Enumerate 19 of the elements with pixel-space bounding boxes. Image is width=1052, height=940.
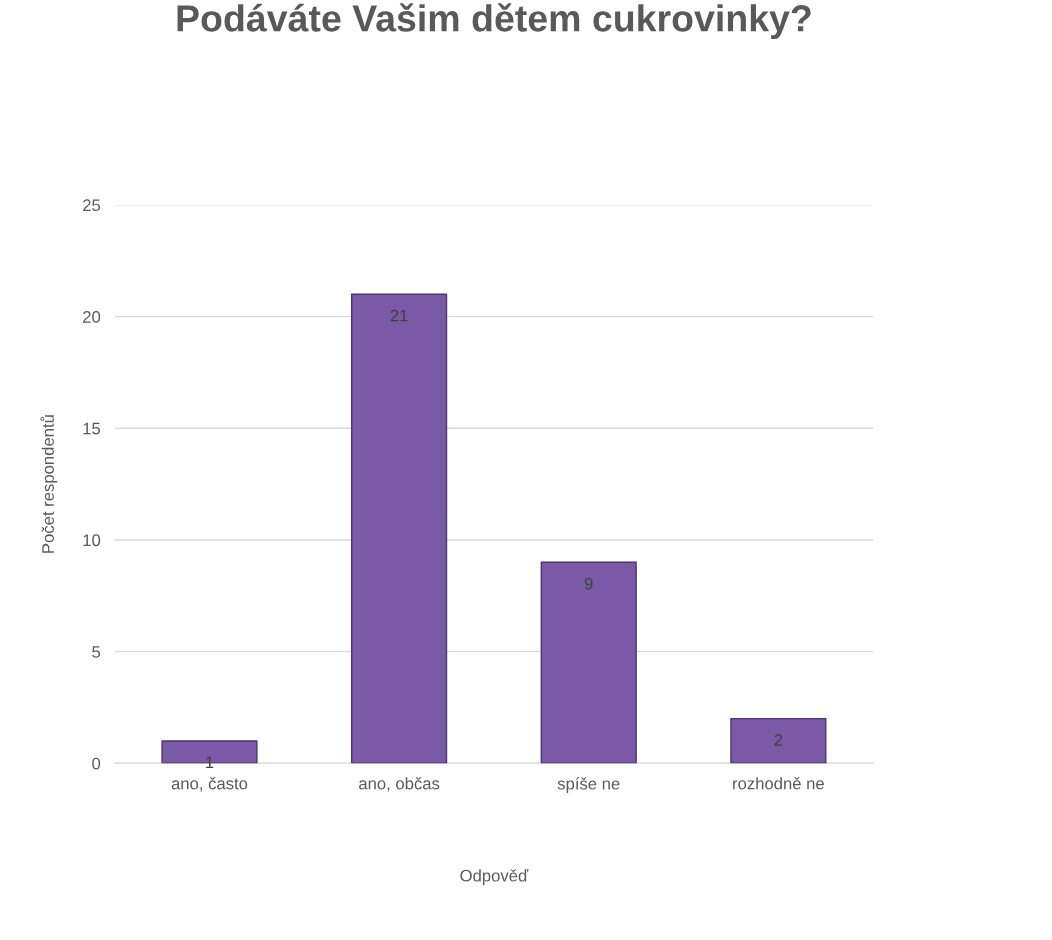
- y-tick-label: 25: [83, 199, 101, 212]
- x-tick-label: ano, často: [171, 777, 248, 792]
- x-tick-label: ano, občas: [359, 777, 440, 792]
- y-tick-label: 0: [92, 757, 101, 770]
- bar: [540, 561, 637, 764]
- chart-title: Podáváte Vašim dětem cukrovinky?: [177, 3, 811, 40]
- bar: [351, 293, 448, 764]
- y-tick-label: 5: [92, 646, 101, 658]
- y-tick-label: 10: [83, 534, 101, 547]
- data-label: 21: [390, 309, 408, 322]
- x-tick-label: spíše ne: [557, 777, 620, 793]
- x-tick-label: rozhodně ne: [733, 777, 824, 790]
- y-tick-label: 15: [83, 422, 101, 435]
- y-tick-label: 20: [83, 310, 101, 323]
- data-label: 9: [584, 577, 593, 590]
- bar: [730, 717, 827, 764]
- x-axis-title: Odpověď: [460, 869, 529, 885]
- data-label: 2: [774, 734, 783, 746]
- y-axis-title: Počet respondentů: [40, 415, 58, 553]
